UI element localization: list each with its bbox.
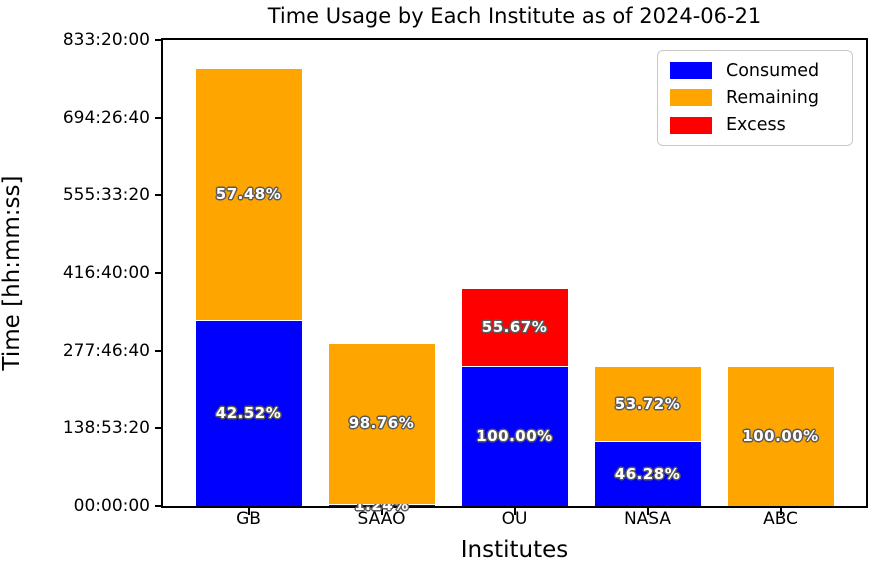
bar-segment-nasa-consumed [594, 441, 701, 506]
pct-label-gb-consumed: 42.52% [215, 403, 282, 422]
pct-label-gb-remaining: 57.48% [215, 184, 282, 203]
legend-entry-remaining: Remaining [670, 88, 840, 108]
y-tick-label: 277:46:40 [62, 340, 150, 361]
y-tick-mark [155, 505, 163, 507]
chart-title: Time Usage by Each Institute as of 2024-… [267, 4, 762, 28]
x-tick-mark [779, 508, 782, 515]
pct-label-nasa-consumed: 46.28% [614, 464, 681, 483]
legend-entry-consumed: Consumed [670, 61, 840, 81]
bar-segment-gb-remaining [195, 67, 302, 320]
legend-swatch-excess [670, 116, 712, 134]
y-tick-mark [155, 116, 163, 119]
bar-segment-ou-consumed [461, 366, 568, 506]
x-tick-label-ou: OU [501, 509, 528, 529]
bar-segment-abc-remaining [727, 366, 834, 506]
legend-label-consumed: Consumed [726, 60, 820, 81]
x-tick-label-nasa: NASA [623, 509, 672, 529]
x-axis-label: Institutes [460, 537, 569, 563]
y-tick-label: 694:26:40 [62, 107, 150, 128]
y-tick-label: 138:53:20 [62, 418, 150, 439]
pct-label-ou-consumed: 100.00% [476, 427, 553, 446]
y-tick-mark [155, 271, 163, 274]
legend-swatch-remaining [670, 89, 712, 107]
legend: Consumed Remaining Excess [657, 50, 853, 146]
x-tick-label-saao: SAAO [357, 509, 406, 529]
bar-segment-gb-consumed [195, 319, 302, 506]
pct-label-abc-remaining: 100.00% [742, 427, 819, 446]
y-tick-label: 00:00:00 [73, 496, 150, 516]
x-tick-label-abc: ABC [763, 509, 798, 529]
bar-segment-saao-consumed [328, 503, 435, 506]
pct-label-saao-remaining: 98.76% [348, 414, 415, 433]
y-tick-mark [155, 194, 163, 197]
x-tick-mark [380, 508, 383, 515]
bar-segment-nasa-remaining [594, 366, 701, 442]
legend-label-excess: Excess [726, 115, 786, 136]
pct-label-nasa-remaining: 53.72% [614, 394, 681, 413]
legend-entry-excess: Excess [670, 115, 840, 135]
legend-label-remaining: Remaining [726, 87, 819, 108]
x-tick-mark [646, 508, 649, 515]
x-tick-mark [247, 508, 250, 515]
x-tick-label-gb: GB [236, 509, 261, 529]
y-tick-mark [155, 39, 163, 41]
bar-segment-ou-excess [461, 288, 568, 367]
pct-label-ou-excess: 55.67% [481, 318, 548, 337]
y-tick-label: 555:33:20 [62, 185, 150, 206]
bar-segment-saao-remaining [328, 342, 435, 504]
x-tick-mark [513, 508, 516, 515]
y-tick-mark [155, 427, 163, 430]
y-tick-mark [155, 349, 163, 352]
legend-swatch-consumed [670, 62, 712, 80]
y-tick-label: 833:20:00 [62, 30, 150, 50]
y-tick-label: 416:40:00 [62, 262, 150, 283]
